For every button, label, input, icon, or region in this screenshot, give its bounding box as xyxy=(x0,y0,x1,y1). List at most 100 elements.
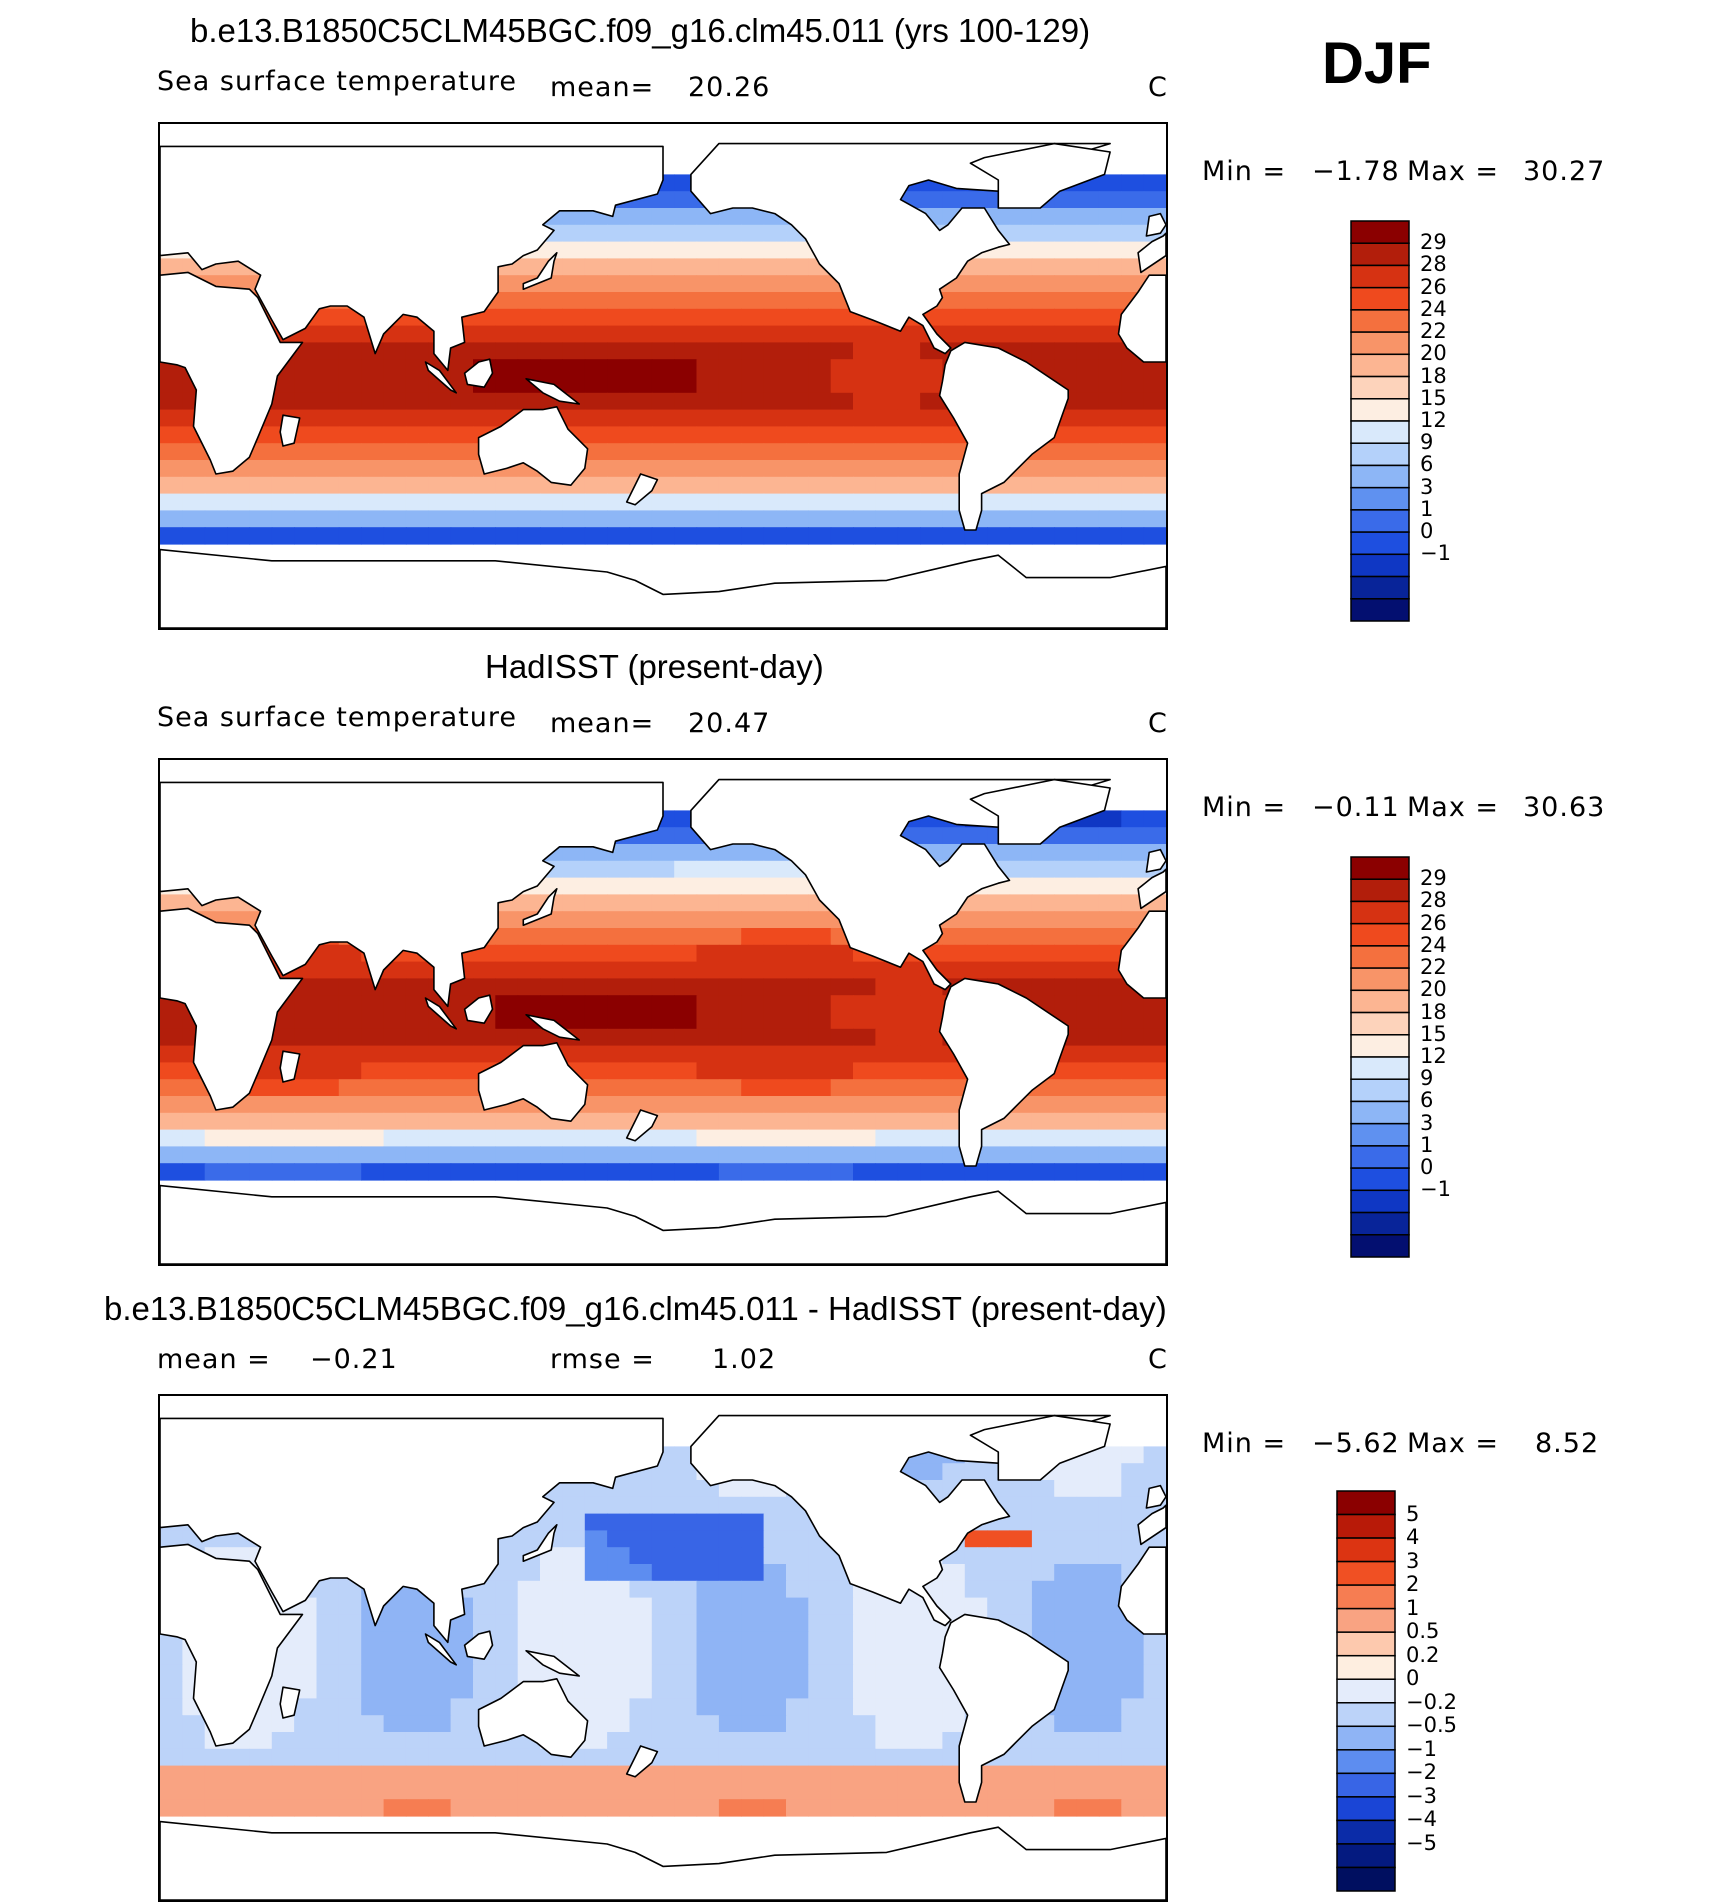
sst-cell xyxy=(1076,1648,1100,1666)
sst-cell xyxy=(1143,1799,1166,1817)
sst-cell xyxy=(696,894,720,912)
sst-cell xyxy=(540,1146,563,1164)
sst-cell xyxy=(718,1480,742,1498)
sst-cell xyxy=(338,1597,362,1615)
sst-cell xyxy=(651,1715,675,1733)
sst-cell xyxy=(271,443,295,461)
sst-cell xyxy=(920,1698,944,1716)
sst-cell xyxy=(182,1096,206,1114)
sst-cell xyxy=(405,1664,429,1683)
sst-cell xyxy=(1121,911,1145,929)
sst-cell xyxy=(1076,376,1100,394)
sst-cell xyxy=(316,443,340,461)
sst-cell xyxy=(763,1782,787,1800)
sst-cell xyxy=(629,325,653,343)
sst-cell xyxy=(651,275,675,293)
sst-cell xyxy=(405,460,429,478)
sst-cell xyxy=(808,1012,832,1030)
sst-cell xyxy=(696,1799,720,1817)
sst-cell xyxy=(1121,1782,1145,1800)
sst-cell xyxy=(875,409,899,427)
sst-cell xyxy=(271,1648,295,1666)
sst-cell xyxy=(1009,1513,1033,1531)
sst-cell xyxy=(160,1715,183,1733)
sst-cell xyxy=(808,1146,832,1164)
sst-cell xyxy=(875,476,899,495)
sst-cell xyxy=(294,1045,318,1063)
sst-cell xyxy=(517,476,541,495)
sst-cell xyxy=(741,1748,765,1767)
sst-cell xyxy=(1143,443,1166,461)
sst-cell xyxy=(651,860,675,879)
sst-cell xyxy=(629,1631,653,1649)
sst-cell xyxy=(361,1062,385,1080)
sst-cell xyxy=(741,241,765,259)
sst-cell xyxy=(629,241,653,259)
sst-cell xyxy=(808,1782,832,1800)
sst-cell xyxy=(1054,844,1078,862)
sst-cell xyxy=(964,1597,988,1615)
sst-cell xyxy=(696,1112,720,1131)
panel2-map-svg xyxy=(160,778,1166,1264)
sst-cell xyxy=(607,1782,631,1800)
sst-cell xyxy=(405,1681,429,1699)
sst-cell xyxy=(830,510,854,528)
sst-cell xyxy=(271,1715,295,1733)
sst-cell xyxy=(562,1012,586,1030)
colorbar-tick-label: 24 xyxy=(1420,296,1447,321)
sst-cell xyxy=(763,1112,787,1131)
sst-cell xyxy=(338,1012,362,1030)
sst-cell xyxy=(338,1681,362,1699)
sst-cell xyxy=(160,1664,183,1683)
sst-cell xyxy=(1031,860,1055,879)
sst-cell xyxy=(1121,1648,1145,1666)
colorbar-swatch xyxy=(1350,442,1410,467)
colorbar-tick-label: 1 xyxy=(1420,496,1434,521)
sst-cell xyxy=(964,1530,988,1548)
sst-cell xyxy=(204,1748,228,1767)
landmass-newZealand xyxy=(625,1109,659,1142)
sst-cell xyxy=(204,1782,228,1800)
sst-cell xyxy=(584,1496,608,1515)
sst-cell xyxy=(786,1513,809,1531)
sst-cell xyxy=(875,1028,899,1047)
sst-cell xyxy=(316,1112,340,1131)
sst-cell xyxy=(830,1799,854,1817)
sst-cell xyxy=(1031,275,1055,293)
sst-cell xyxy=(160,1012,183,1030)
sst-cell xyxy=(853,409,876,427)
sst-cell xyxy=(428,426,452,444)
panel1-min-label: Min = xyxy=(1202,156,1287,187)
sst-cell xyxy=(1054,510,1078,528)
sst-cell xyxy=(540,241,563,259)
sst-cell xyxy=(651,1146,675,1164)
colorbar-swatch xyxy=(1336,1796,1396,1822)
sst-cell xyxy=(1121,1045,1145,1063)
sst-cell xyxy=(1076,460,1100,478)
sst-cell xyxy=(1054,325,1078,343)
sst-cell xyxy=(674,1012,698,1030)
sst-cell xyxy=(495,1163,519,1181)
sst-cell xyxy=(1143,995,1166,1013)
sst-cell xyxy=(920,510,944,528)
sst-cell xyxy=(763,443,787,461)
sst-cell xyxy=(920,359,944,377)
sst-cell xyxy=(674,1513,698,1531)
sst-cell xyxy=(830,978,854,996)
sst-cell xyxy=(1121,1028,1145,1047)
sst-cell xyxy=(1098,1799,1122,1817)
sst-cell xyxy=(741,1765,765,1783)
sst-cell xyxy=(1054,928,1078,946)
sst-cell xyxy=(942,1799,966,1817)
sst-cell xyxy=(718,443,742,461)
sst-cell xyxy=(338,1028,362,1047)
sst-cell xyxy=(763,527,787,545)
sst-cell xyxy=(830,1012,854,1030)
sst-cell xyxy=(1076,208,1100,226)
sst-cell xyxy=(1098,208,1122,226)
colorbar-swatch xyxy=(1350,1011,1410,1036)
sst-cell xyxy=(1076,1496,1100,1515)
sst-cell xyxy=(383,1681,407,1699)
sst-cell xyxy=(651,1748,675,1767)
sst-cell xyxy=(540,1580,563,1599)
